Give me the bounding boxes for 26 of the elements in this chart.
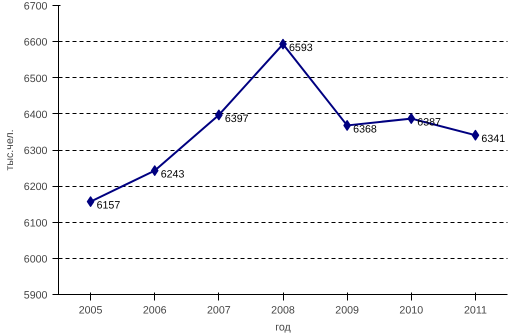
y-tick-label: 6100 (24, 217, 48, 230)
x-tick-label: 2010 (399, 304, 424, 316)
x-axis-title: год (275, 322, 292, 334)
point (150, 165, 159, 176)
data-label: 6397 (224, 112, 249, 125)
x-tick-label: 2005 (78, 304, 102, 316)
y-tick-label: 5900 (24, 290, 48, 302)
x-tick-label: 2008 (271, 304, 295, 316)
data-label: 6593 (289, 42, 313, 54)
x-tick-label: 2011 (464, 304, 487, 316)
y-tick-label: 6500 (24, 72, 48, 85)
data-label: 6368 (353, 123, 377, 136)
y-tick-label: 6600 (24, 36, 48, 49)
y-tick-label: 6200 (24, 181, 48, 194)
x-tick-label: 2006 (142, 304, 167, 316)
data-label: 6341 (481, 133, 506, 146)
y-tick-label: 6300 (24, 145, 48, 157)
point (407, 113, 416, 124)
data-label: 6243 (160, 168, 184, 181)
y-tick-label: 6400 (24, 108, 48, 121)
x-tick-label: 2009 (335, 304, 360, 316)
y-tick-label: 6700 (24, 0, 48, 12)
x-tick-label: 2007 (207, 304, 231, 316)
y-axis-title: тыс.чел. (4, 129, 16, 171)
y-tick-label: 6000 (24, 253, 48, 266)
data-label: 6157 (96, 200, 120, 212)
